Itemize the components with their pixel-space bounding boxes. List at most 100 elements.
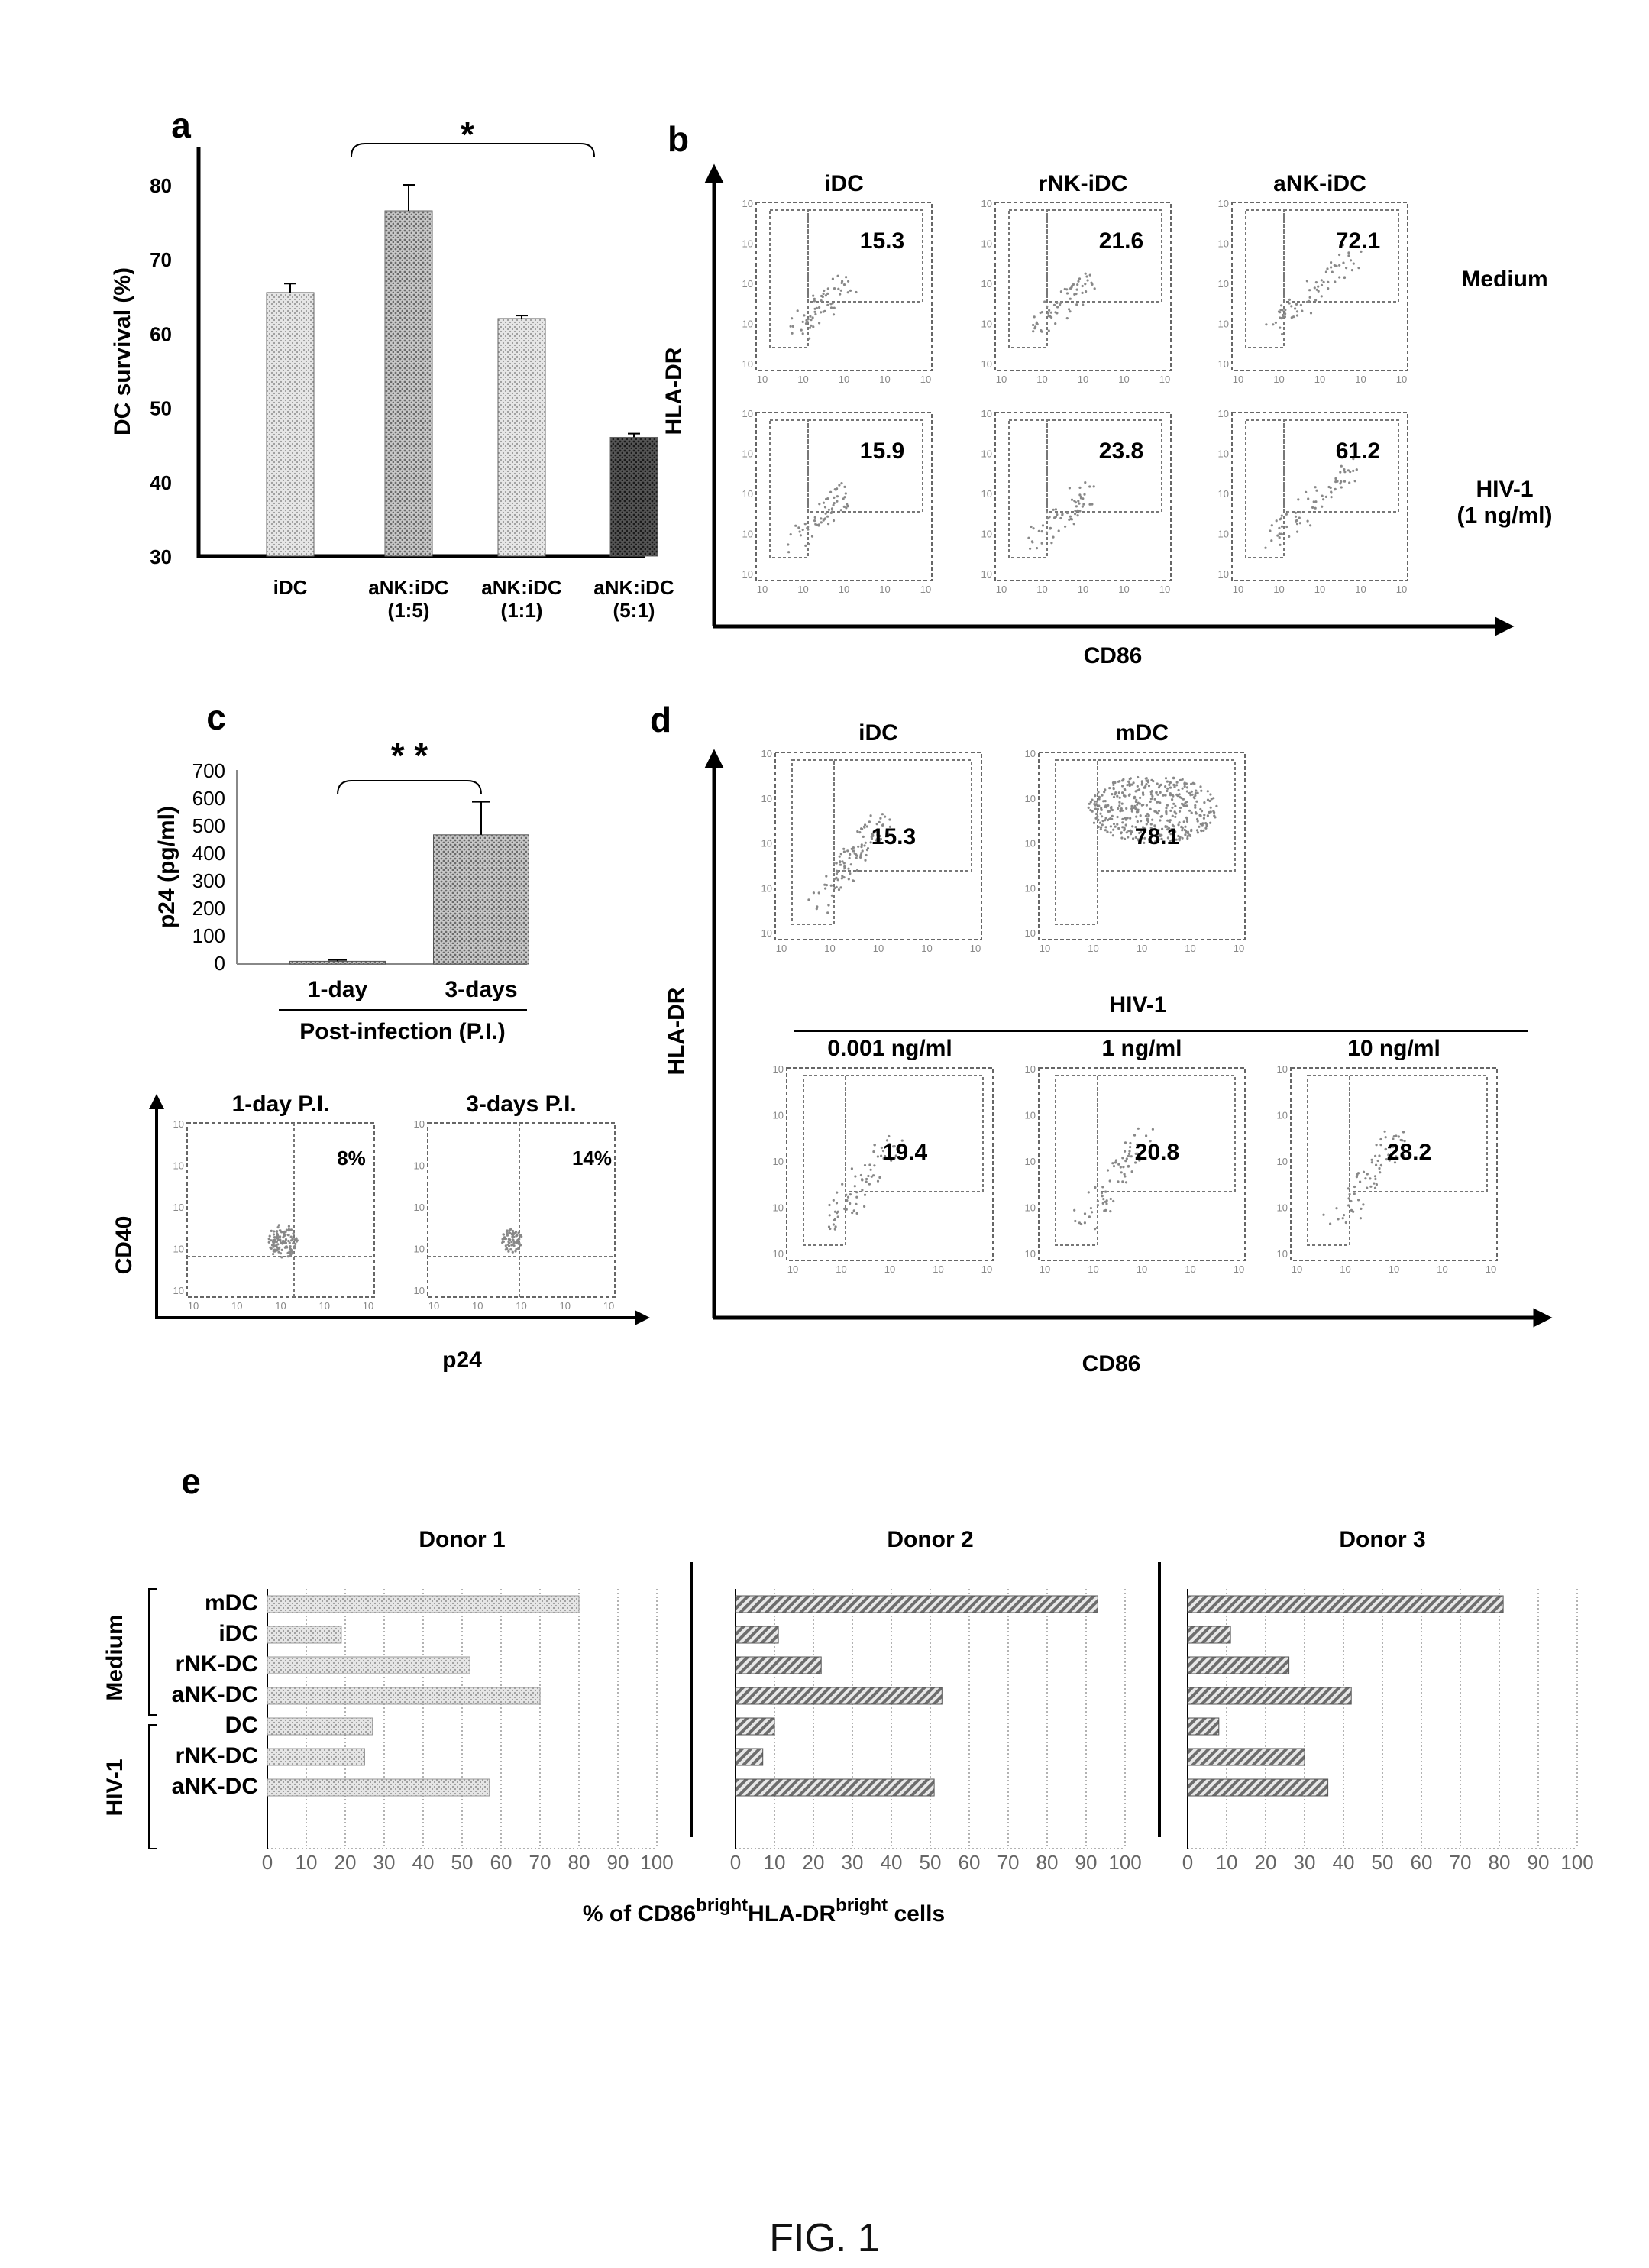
event-dot: [1061, 513, 1063, 515]
event-dot: [1094, 1228, 1096, 1230]
event-dot: [1345, 1221, 1347, 1224]
flow-x-tick: 10: [319, 1300, 330, 1312]
flow-x-tick: 10: [1396, 584, 1407, 595]
event-dot: [804, 545, 807, 547]
event-dot: [849, 290, 852, 292]
event-dot: [1085, 275, 1088, 277]
event-dot: [1125, 1181, 1127, 1183]
event-dot: [1169, 781, 1172, 784]
x-tick-label: 90: [607, 1851, 629, 1874]
event-dot: [273, 1230, 275, 1232]
event-dot: [513, 1242, 516, 1244]
event-dot: [813, 311, 816, 313]
event-dot: [802, 529, 804, 531]
event-dot: [854, 1175, 856, 1177]
event-dot: [790, 533, 792, 535]
event-dot: [1101, 794, 1103, 797]
event-dot: [1107, 810, 1110, 813]
event-dot: [1166, 820, 1169, 822]
event-dot: [866, 825, 868, 827]
flow-y-tick: 10: [981, 529, 992, 540]
event-dot: [1342, 262, 1344, 264]
event-dot: [1299, 522, 1301, 524]
event-dot: [1094, 801, 1096, 803]
x-tick-label-line: aNK:iDC: [593, 576, 674, 599]
flow-y-tick: 10: [173, 1160, 184, 1172]
event-dot: [847, 291, 849, 293]
event-dot: [1282, 316, 1284, 319]
flow-y-tick: 10: [773, 1202, 784, 1214]
x-tick-label: 60: [959, 1851, 981, 1874]
event-dot: [1121, 1180, 1124, 1183]
significance-bracket: [338, 781, 481, 794]
event-dot: [1032, 330, 1034, 332]
event-dot: [287, 1255, 289, 1257]
event-dot: [1192, 782, 1195, 785]
event-dot: [1393, 1135, 1395, 1137]
flow-x-tick: 10: [1078, 374, 1088, 385]
event-dot: [1305, 491, 1307, 493]
event-dot: [1276, 535, 1279, 537]
event-dot: [787, 543, 789, 545]
event-dot: [1125, 823, 1127, 826]
event-dot: [1033, 527, 1035, 529]
event-dot: [834, 1228, 836, 1231]
event-dot: [1297, 498, 1299, 500]
event-dot: [833, 1199, 835, 1202]
y-tick-label: 400: [192, 842, 225, 865]
event-dot: [1347, 1197, 1350, 1199]
flow-x-tick: 10: [1437, 1263, 1447, 1275]
event-dot: [1209, 793, 1211, 795]
event-dot: [849, 853, 851, 856]
event-dot: [1088, 807, 1090, 809]
event-dot: [1181, 803, 1183, 805]
flow-x-tick: 10: [1137, 1263, 1147, 1275]
flow-y-tick: 10: [761, 793, 772, 804]
event-dot: [868, 1163, 871, 1166]
event-dot: [293, 1238, 296, 1241]
flow-y-tick: 10: [414, 1202, 425, 1213]
gate-left: [1246, 420, 1284, 558]
event-dot: [1128, 1150, 1130, 1153]
event-dot: [1082, 506, 1084, 508]
event-dot: [1069, 298, 1072, 300]
flow-x-tick: 10: [970, 943, 981, 954]
event-dot: [1194, 794, 1196, 797]
event-dot: [1292, 315, 1295, 318]
event-dot: [1082, 285, 1084, 287]
x-tick-label-line: aNK:iDC: [481, 576, 562, 599]
flow-x-tick: 10: [1273, 584, 1284, 595]
event-dot: [1095, 813, 1098, 815]
event-dot: [1374, 1187, 1376, 1189]
event-dot: [1115, 1159, 1117, 1161]
event-dot: [1189, 835, 1191, 837]
event-dot: [1314, 299, 1317, 301]
event-dot: [294, 1243, 296, 1245]
event-dot: [1309, 296, 1311, 299]
event-dot: [1059, 517, 1062, 519]
event-dot: [1181, 829, 1183, 831]
event-dot: [1029, 548, 1031, 550]
event-dot: [870, 1169, 872, 1171]
event-dot: [1294, 307, 1296, 309]
event-dot: [1205, 825, 1208, 827]
event-dot: [1377, 1160, 1379, 1162]
event-dot: [1165, 807, 1167, 809]
gate-right: [1047, 420, 1162, 512]
flow-x-tick: 10: [839, 374, 849, 385]
event-dot: [1176, 781, 1179, 784]
event-dot: [1074, 513, 1076, 515]
event-dot: [278, 1247, 280, 1250]
event-dot: [836, 495, 839, 497]
event-dot: [855, 291, 857, 293]
flow-plot-title: 3-days P.I.: [466, 1092, 577, 1117]
event-dot: [1101, 823, 1104, 826]
event-dot: [1280, 517, 1282, 519]
event-dot: [1093, 803, 1095, 805]
event-dot: [820, 521, 823, 523]
event-dot: [1339, 471, 1341, 474]
flow-x-tick: 10: [1118, 374, 1129, 385]
event-dot: [1077, 280, 1079, 283]
event-dot: [506, 1247, 508, 1249]
event-dot: [1288, 535, 1290, 538]
